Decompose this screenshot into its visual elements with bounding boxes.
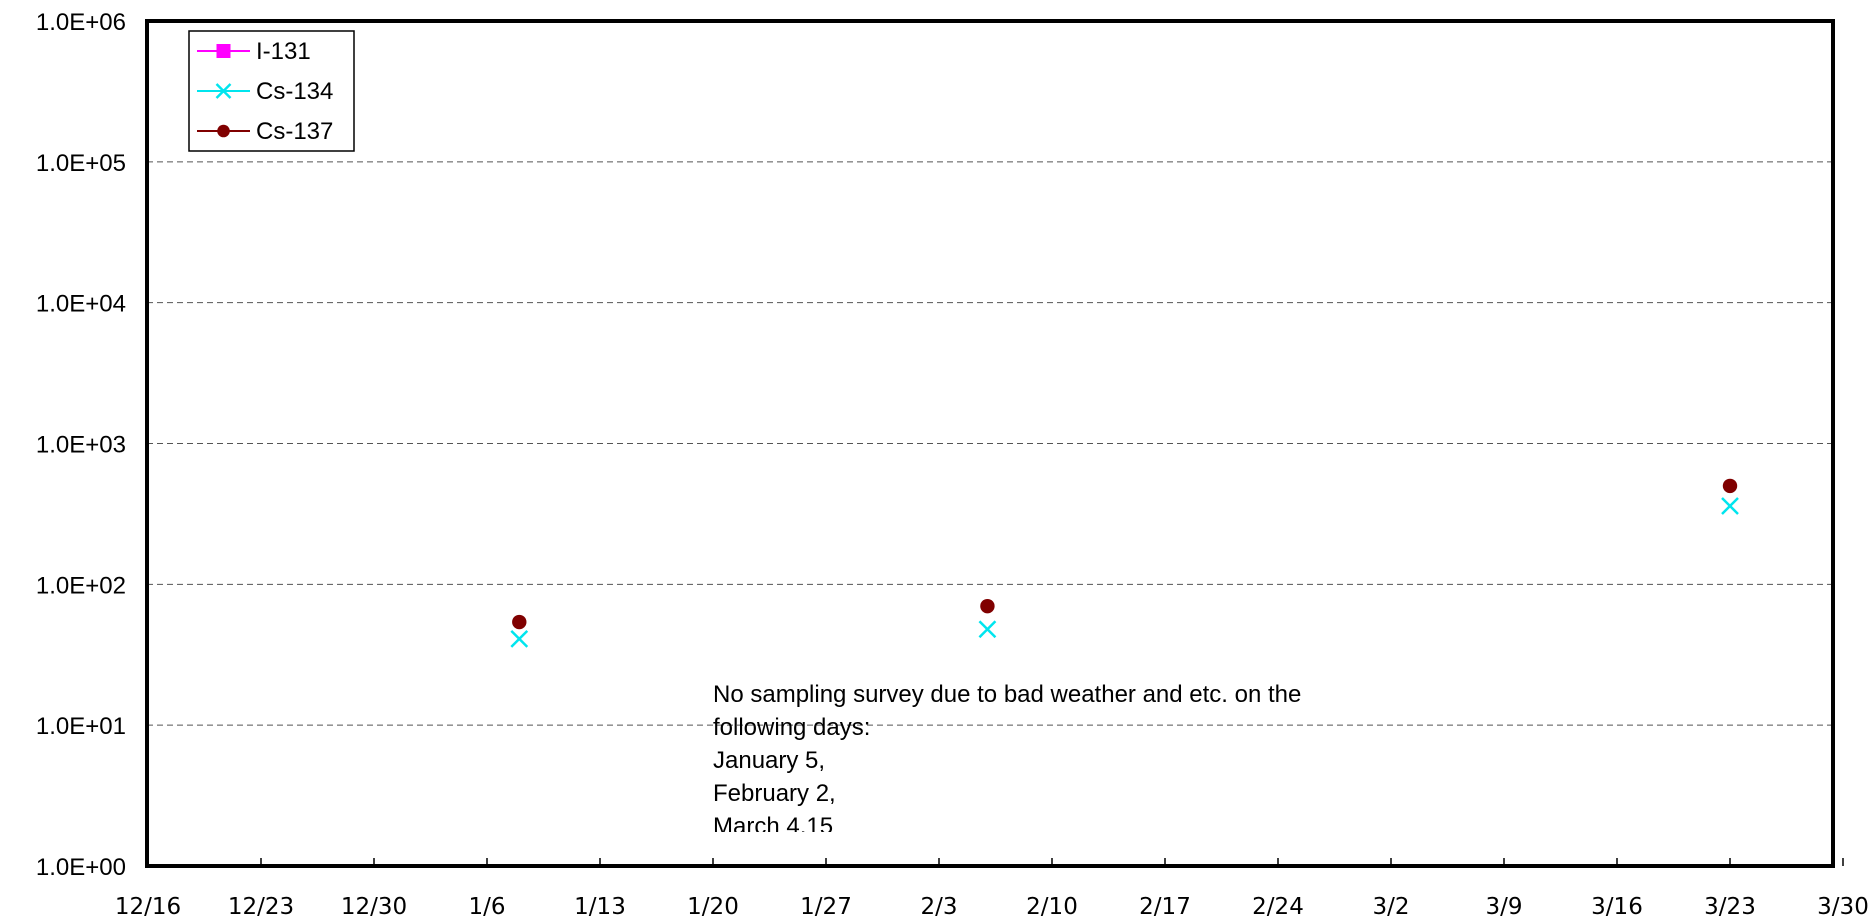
legend-entry: Cs-137	[197, 118, 333, 145]
annotation-note: No sampling survey due to bad weather an…	[713, 681, 1301, 840]
cs-134-point	[978, 620, 997, 639]
x-tick-label: 2/24	[1252, 894, 1304, 917]
x-tick-label: 2/3	[920, 894, 957, 917]
legend-label: Cs-137	[256, 118, 333, 145]
legend-marker	[217, 124, 230, 138]
annotation-line: March 4,15	[713, 813, 833, 840]
grid-lines	[147, 161, 1833, 726]
cs-134-point	[510, 629, 529, 648]
legend-label: Cs-134	[256, 78, 333, 105]
cs-137-point	[1722, 478, 1738, 494]
legend-label: I-131	[256, 38, 311, 65]
x-tick-label: 3/16	[1591, 894, 1643, 917]
annotation-line: January 5,	[713, 747, 825, 774]
x-tick-label: 3/2	[1372, 894, 1409, 917]
x-tick-label: 2/10	[1026, 894, 1078, 917]
legend: I-131 Cs-134 Cs-137	[188, 30, 355, 152]
x-tick-label: 1/27	[800, 894, 852, 917]
annotation-line: February 2,	[713, 780, 836, 807]
cs-134-point	[1721, 497, 1739, 515]
cs-137-point	[512, 614, 527, 630]
x-tick-label: 1/13	[574, 894, 626, 917]
y-tick-label: 1.0E+03	[36, 432, 126, 459]
y-tick-label: 1.0E+05	[36, 150, 126, 177]
legend-marker	[216, 44, 231, 58]
x-tick-label: 2/17	[1139, 894, 1191, 917]
x-tick-label: 12/23	[228, 894, 294, 917]
x-tick-label: 1/20	[687, 894, 739, 917]
legend-marker	[215, 83, 232, 99]
annotation-line: following days:	[713, 714, 870, 741]
y-tick-label: 1.0E+04	[36, 291, 126, 318]
x-tick-label: 3/23	[1704, 894, 1756, 917]
y-tick-label: 1.0E+01	[36, 713, 126, 740]
x-tick-label: 3/9	[1485, 894, 1522, 917]
legend-entry: I-131	[197, 38, 311, 65]
x-tick-label: 12/16	[115, 894, 181, 917]
annotation-line: No sampling survey due to bad weather an…	[713, 681, 1301, 708]
cs-137-point	[980, 598, 995, 614]
y-tick-label: 1.0E+02	[36, 572, 126, 599]
x-tick-label: 12/30	[341, 894, 407, 917]
legend-entry: Cs-134	[197, 78, 333, 105]
x-tick-label: 1/6	[468, 894, 505, 917]
x-axis: 12/16 12/23 12/30 1/6 1/13 1/20 1/27 2/3 2/10 2/1…	[115, 858, 1869, 917]
x-tick-label: 3/30	[1817, 894, 1869, 917]
y-tick-label: 1.0E+06	[36, 9, 126, 36]
data-points	[510, 478, 1739, 648]
plot-area	[145, 19, 1835, 868]
y-tick-label: 1.0E+00	[36, 854, 126, 881]
y-axis: 1.0E+00 1.0E+01 1.0E+02 1.0E+03 1.0E+04 1.0E+…	[36, 9, 126, 881]
